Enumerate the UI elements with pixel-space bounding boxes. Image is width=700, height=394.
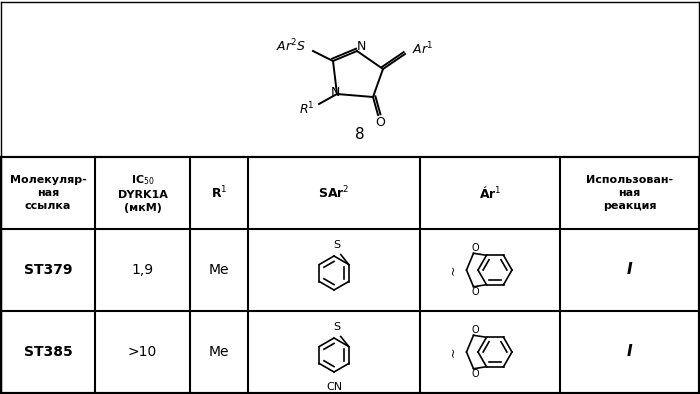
Text: R$^1$: R$^1$ (299, 101, 315, 117)
Text: 1,9: 1,9 (132, 263, 153, 277)
Text: Использован-
ная
реакция: Использован- ная реакция (586, 175, 673, 211)
Text: O: O (472, 287, 480, 297)
Text: ST385: ST385 (24, 345, 72, 359)
Text: O: O (472, 243, 480, 253)
Text: 8: 8 (355, 126, 365, 141)
Text: SAr$^2$: SAr$^2$ (318, 185, 350, 201)
Text: N: N (356, 39, 365, 52)
Text: O: O (472, 369, 480, 379)
Text: O: O (472, 325, 480, 335)
Text: ~: ~ (447, 347, 459, 357)
Text: S: S (333, 240, 340, 249)
Text: N: N (330, 85, 340, 98)
Text: O: O (375, 115, 385, 128)
Text: >10: >10 (128, 345, 157, 359)
Text: S: S (333, 322, 340, 331)
Text: R$^1$: R$^1$ (211, 185, 228, 201)
Text: ~: ~ (447, 265, 459, 275)
Text: Ár$^1$: Ár$^1$ (479, 185, 501, 201)
Text: Ar$^2$S: Ar$^2$S (276, 38, 306, 54)
Text: I: I (626, 262, 632, 277)
Text: ST379: ST379 (24, 263, 72, 277)
Text: Me: Me (209, 345, 230, 359)
Text: I: I (626, 344, 632, 359)
Text: CN: CN (326, 382, 342, 392)
Text: Me: Me (209, 263, 230, 277)
Text: IC$_{50}$
DYRK1A
(мкМ): IC$_{50}$ DYRK1A (мкМ) (118, 173, 167, 213)
Text: Ar$^1$: Ar$^1$ (412, 41, 433, 57)
Text: Молекуляр-
ная
ссылка: Молекуляр- ная ссылка (10, 175, 86, 211)
Bar (1, 157, 699, 393)
